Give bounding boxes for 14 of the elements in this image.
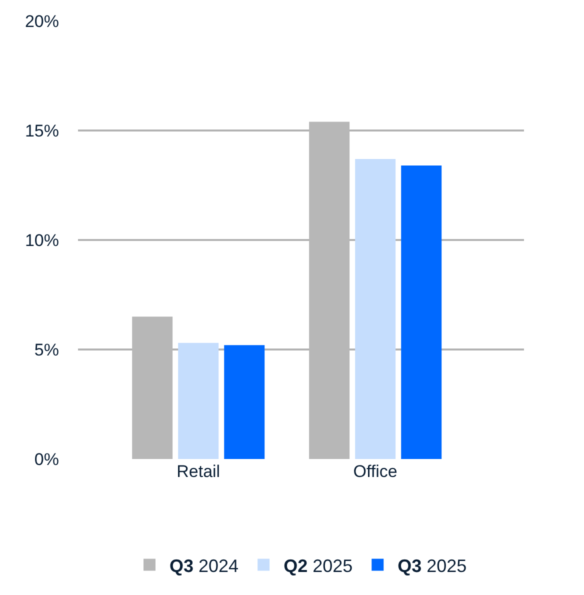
- legend-label: Q3 2025: [398, 556, 467, 576]
- y-tick-label: 15%: [24, 121, 59, 140]
- bar: [224, 345, 265, 459]
- y-tick-label: 20%: [24, 12, 59, 31]
- bar: [178, 342, 219, 459]
- bar: [401, 166, 442, 459]
- legend-label: Q3 2024: [170, 556, 239, 576]
- bar: [355, 158, 396, 459]
- x-tick-label: Office: [353, 462, 398, 481]
- y-tick-label: 5%: [34, 340, 59, 360]
- y-tick-label: 10%: [24, 230, 59, 250]
- legend-label: Q2 2025: [284, 556, 353, 576]
- x-tick-label: Retail: [176, 462, 220, 481]
- y-tick-label: 0%: [34, 450, 59, 469]
